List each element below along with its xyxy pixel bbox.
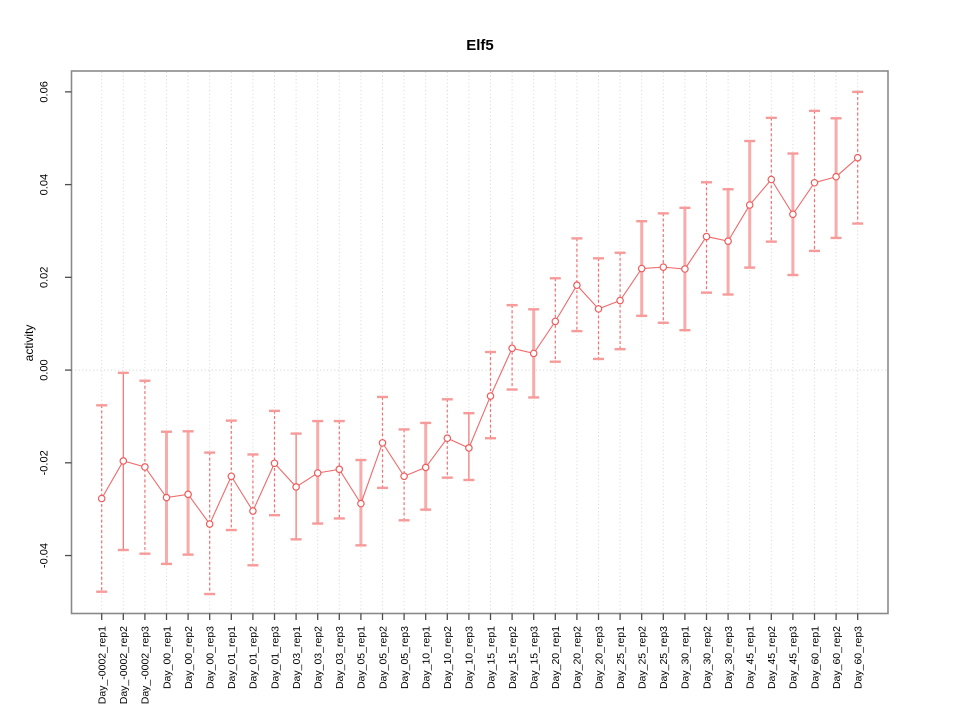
- x-tick-label: Day_01_rep3: [269, 626, 281, 689]
- x-tick-label: Day_60_rep3: [853, 626, 865, 689]
- data-point: [767, 175, 776, 184]
- y-tick-label: -0.04: [39, 543, 51, 568]
- data-point: [832, 172, 840, 181]
- x-tick-label: Day_01_rep2: [248, 626, 260, 689]
- x-tick-label: Day_15_rep3: [529, 626, 541, 689]
- data-point: [162, 493, 171, 502]
- data-point: [573, 281, 581, 290]
- x-tick-label: Day_03_rep2: [313, 626, 325, 689]
- data-point: [616, 296, 624, 305]
- series-line: [101, 157, 859, 526]
- x-tick-label: Day_-0002_rep3: [140, 626, 152, 704]
- x-tick-label: Day_03_rep3: [334, 626, 346, 689]
- data-point: [400, 472, 408, 481]
- x-tick-label: Day_05_rep2: [377, 626, 389, 689]
- data-point: [508, 344, 516, 353]
- data-point: [378, 439, 387, 447]
- x-tick-label: Day_15_rep2: [507, 626, 519, 689]
- y-tick-label: 0.06: [39, 81, 51, 102]
- data-point: [227, 472, 236, 481]
- data-point: [335, 465, 344, 474]
- x-tick-label: Day_15_rep1: [485, 626, 497, 689]
- data-point: [443, 434, 452, 443]
- data-point: [745, 201, 754, 209]
- x-tick-label: Day_05_rep3: [399, 626, 411, 689]
- x-tick-label: Day_10_rep3: [464, 626, 476, 689]
- y-tick-label: 0.04: [39, 174, 51, 195]
- data-point: [810, 178, 819, 187]
- data-point: [486, 392, 495, 400]
- chart-title: Elf5: [466, 37, 494, 54]
- data-point: [594, 305, 603, 313]
- x-tick-label: Day_03_rep1: [291, 626, 303, 689]
- data-point: [184, 490, 192, 499]
- data-point: [789, 210, 797, 219]
- x-tick-label: Day_30_rep3: [723, 626, 735, 689]
- x-tick-label: Day_-0002_rep2: [118, 626, 130, 704]
- x-tick-label: Day_60_rep2: [831, 626, 843, 689]
- x-tick-label: Day_45_rep3: [788, 626, 800, 689]
- data-point: [249, 507, 257, 515]
- x-tick-label: Day_20_rep3: [593, 626, 605, 689]
- data-point: [702, 232, 711, 241]
- data-point: [313, 469, 322, 477]
- y-tick-label: 0.00: [39, 359, 51, 380]
- x-tick-label: Day_00_rep2: [183, 626, 195, 689]
- data-point: [659, 263, 668, 271]
- y-tick-label: -0.02: [39, 450, 51, 475]
- x-tick-label: Day_60_rep1: [809, 626, 821, 689]
- x-tick-label: Day_25_rep3: [658, 626, 670, 689]
- x-tick-label: Day_00_rep3: [205, 626, 217, 689]
- x-tick-label: Day_10_rep1: [421, 626, 433, 689]
- x-tick-label: Day_20_rep1: [550, 626, 562, 689]
- y-tick-label: 0.02: [39, 267, 51, 288]
- x-tick-label: Day_10_rep2: [442, 626, 454, 689]
- x-tick-label: Day_30_rep1: [680, 626, 692, 689]
- x-tick-label: Day_00_rep1: [161, 626, 173, 689]
- x-tick-label: Day_45_rep2: [766, 626, 778, 689]
- data-point: [465, 444, 473, 452]
- x-tick-label: Day_-0002_rep1: [97, 626, 109, 704]
- data-point: [681, 265, 689, 273]
- plot-border: [70, 70, 889, 615]
- data-point: [529, 349, 538, 358]
- x-tick-label: Day_45_rep1: [745, 626, 757, 689]
- data-point: [141, 463, 149, 471]
- data-point: [853, 153, 862, 162]
- data-point: [119, 457, 128, 465]
- data-point: [292, 483, 300, 491]
- data-point: [97, 494, 106, 503]
- data-point: [205, 520, 214, 528]
- data-point: [270, 459, 279, 468]
- x-tick-label: Day_25_rep1: [615, 626, 627, 689]
- data-point: [421, 463, 430, 472]
- x-tick-label: Day_20_rep2: [572, 626, 584, 689]
- x-tick-label: Day_05_rep1: [356, 626, 368, 689]
- data-point: [724, 237, 732, 245]
- data-point: [551, 317, 560, 326]
- x-tick-label: Day_30_rep2: [701, 626, 713, 689]
- data-point: [637, 264, 646, 273]
- x-tick-label: Day_01_rep1: [226, 626, 238, 689]
- x-tick-label: Day_25_rep2: [637, 626, 649, 689]
- data-point: [357, 499, 365, 508]
